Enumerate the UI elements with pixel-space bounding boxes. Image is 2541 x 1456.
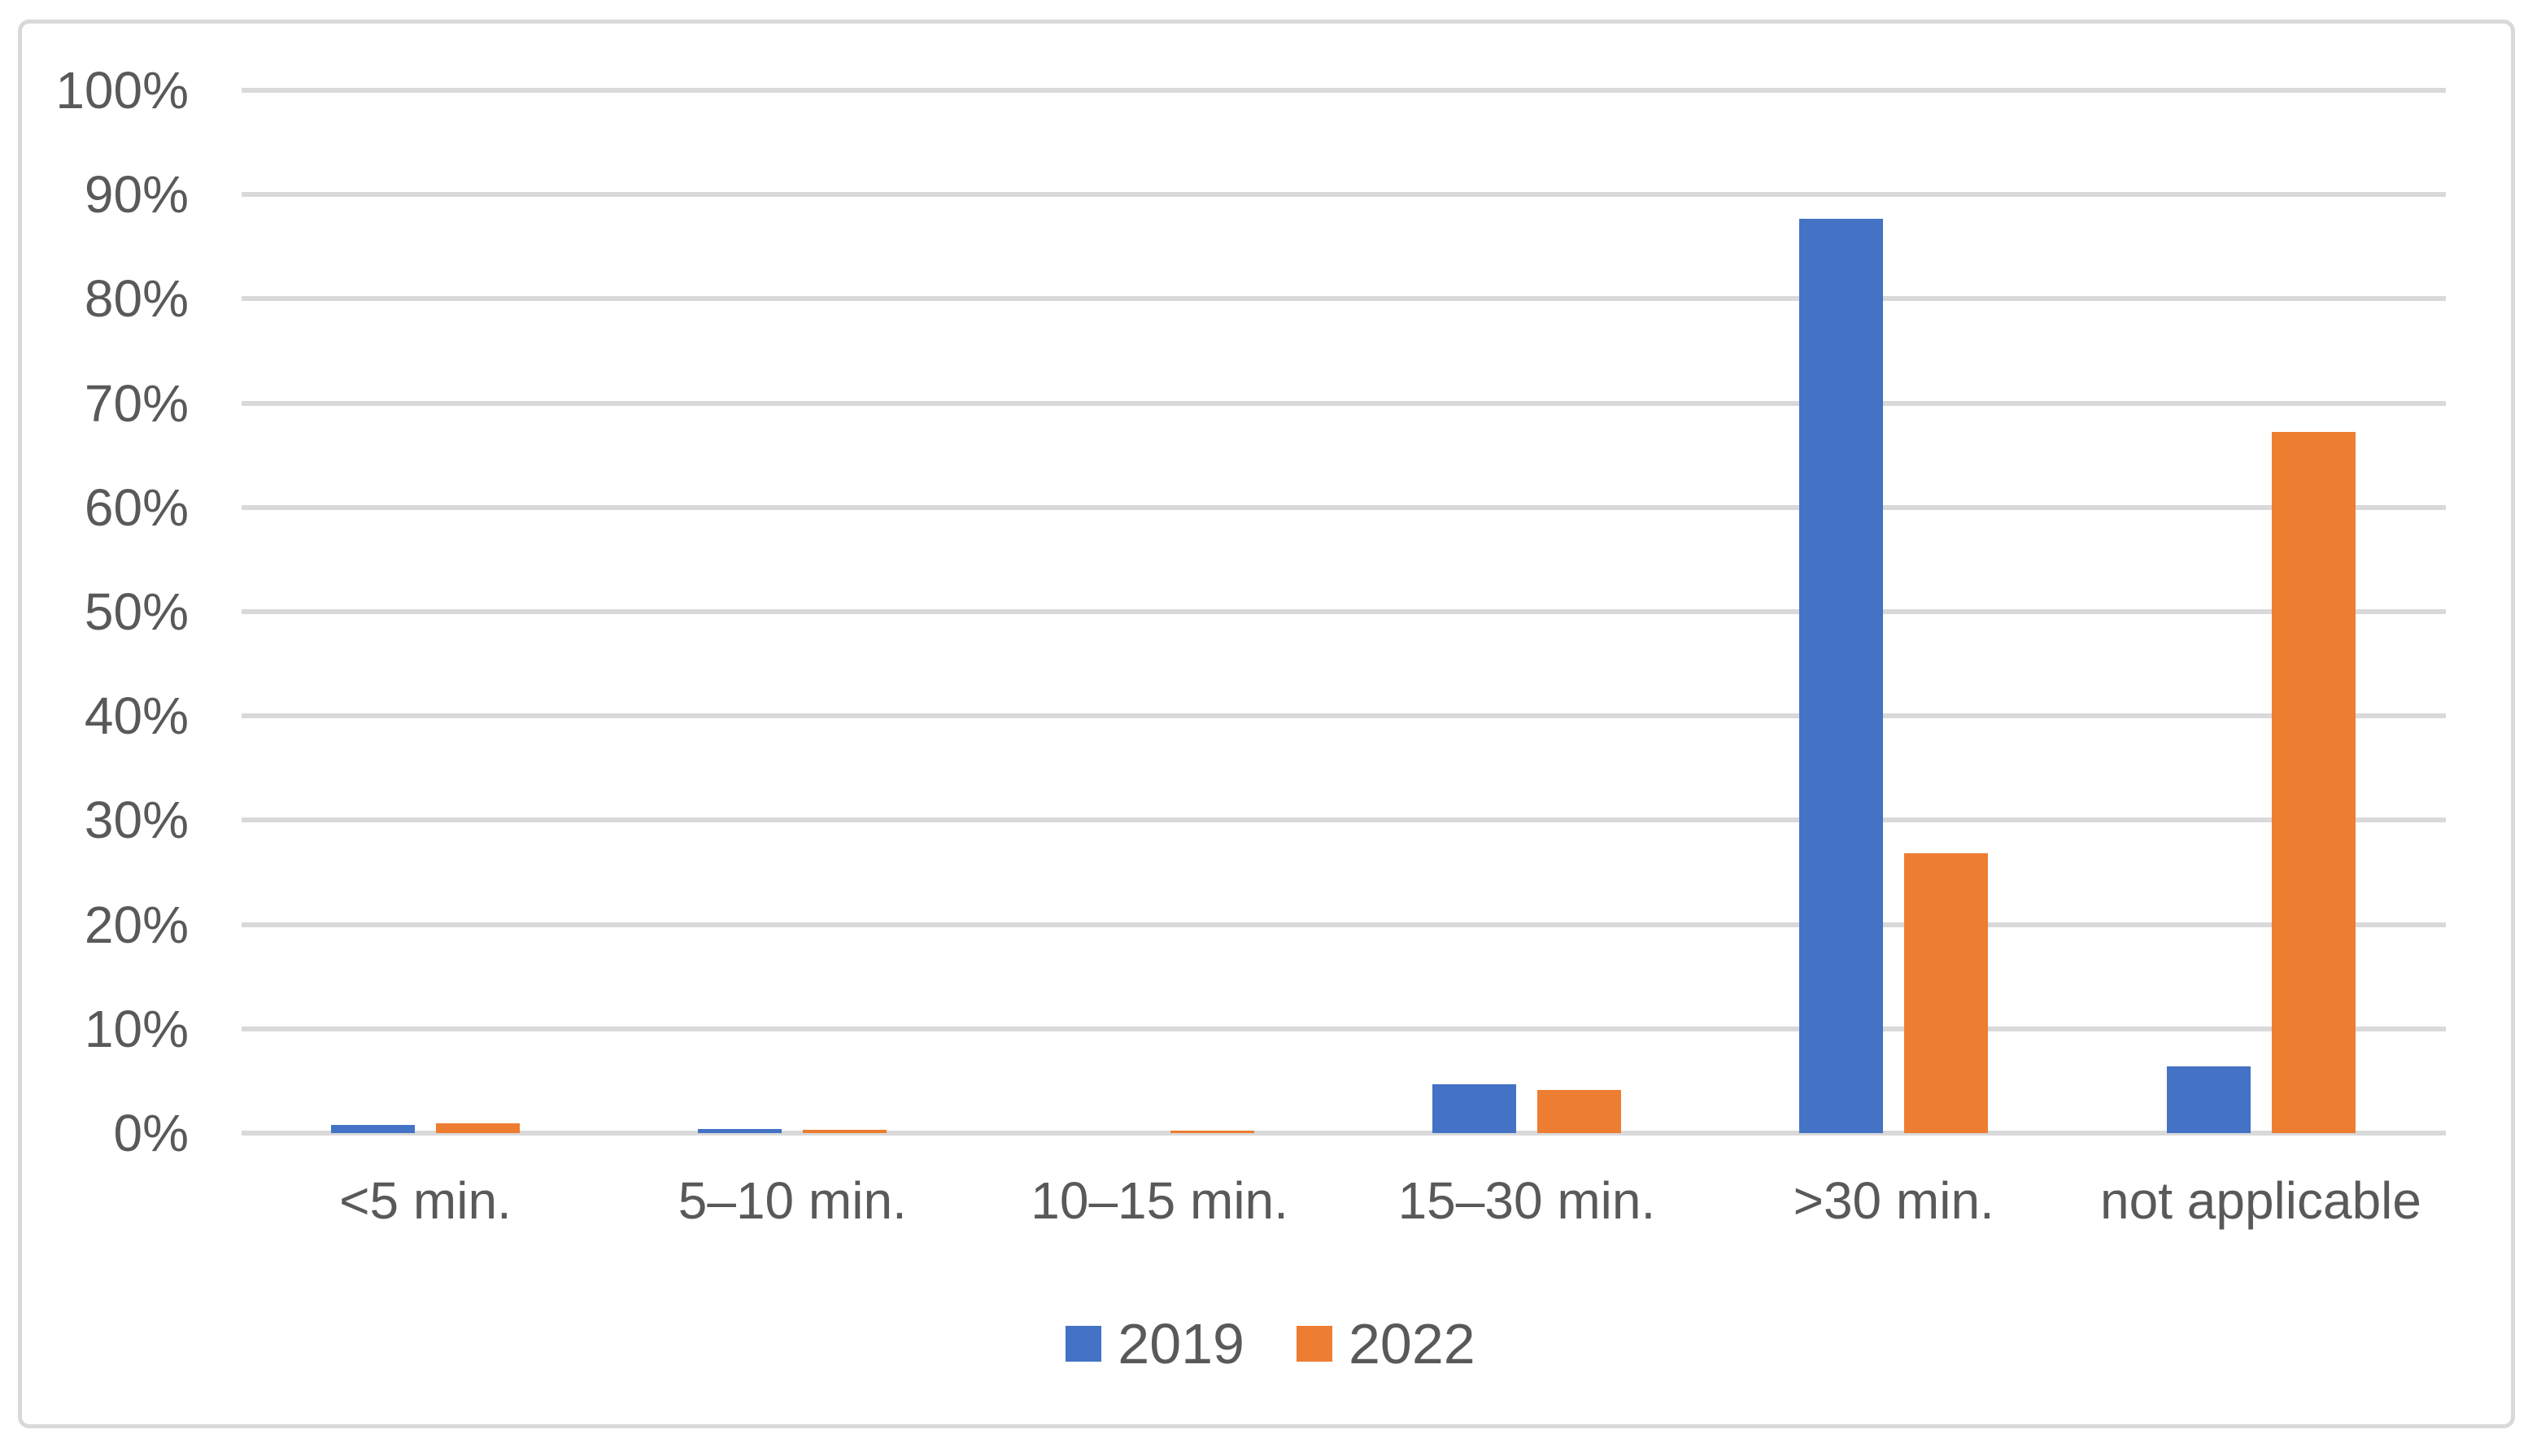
gridline-70 bbox=[242, 400, 2446, 406]
gridline-60 bbox=[242, 504, 2446, 510]
bar-2019-5-min bbox=[331, 1124, 415, 1133]
category-label-30-min: >30 min. bbox=[1793, 1171, 1994, 1230]
category-label-not-applicable: not applicable bbox=[2100, 1171, 2421, 1230]
gridline-50 bbox=[242, 609, 2446, 614]
x-axis-line bbox=[242, 1131, 2446, 1136]
gridline-40 bbox=[242, 713, 2446, 719]
bar-2019-not-applicable bbox=[2166, 1066, 2251, 1133]
legend-item-2022: 2022 bbox=[1297, 1315, 1475, 1372]
y-tick-label-70: 70% bbox=[84, 373, 189, 433]
bar-2022-5-10-min bbox=[803, 1129, 887, 1133]
legend-label-2019: 2019 bbox=[1118, 1312, 1244, 1375]
bar-2019-5-10-min bbox=[698, 1128, 782, 1133]
bar-2022-not-applicable bbox=[2271, 432, 2356, 1133]
bar-2022-10-15-min bbox=[1170, 1130, 1254, 1133]
bar-2019-30-min bbox=[1799, 218, 1884, 1133]
y-tick-label-50: 50% bbox=[84, 582, 189, 641]
gridline-30 bbox=[242, 817, 2446, 823]
bar-2019-15-30-min bbox=[1432, 1083, 1516, 1133]
gridline-10 bbox=[242, 1026, 2446, 1031]
y-tick-label-80: 80% bbox=[84, 269, 189, 329]
y-tick-label-20: 20% bbox=[84, 895, 189, 954]
category-label-10-15-min: 10–15 min. bbox=[1031, 1171, 1288, 1230]
bar-2022-5-min bbox=[436, 1123, 520, 1133]
bar-2022-15-30-min bbox=[1536, 1090, 1621, 1133]
y-tick-label-40: 40% bbox=[84, 687, 189, 746]
gridline-100 bbox=[242, 88, 2446, 93]
legend-label-2022: 2022 bbox=[1349, 1312, 1475, 1375]
category-label-15-30-min: 15–30 min. bbox=[1397, 1171, 1656, 1230]
y-tick-label-10: 10% bbox=[84, 999, 189, 1058]
category-label-5-min: <5 min. bbox=[339, 1171, 512, 1230]
gridline-90 bbox=[242, 192, 2446, 198]
y-tick-label-0: 0% bbox=[113, 1104, 190, 1162]
y-tick-label-100: 100% bbox=[55, 61, 189, 120]
bar-2022-30-min bbox=[1904, 853, 1989, 1133]
chart-frame bbox=[18, 20, 2515, 1428]
category-label-5-10-min: 5–10 min. bbox=[678, 1171, 907, 1230]
legend: 2019 2022 bbox=[0, 1311, 2541, 1376]
gridline-20 bbox=[242, 922, 2446, 927]
legend-swatch-2022 bbox=[1297, 1326, 1332, 1362]
y-tick-label-90: 90% bbox=[84, 165, 189, 225]
y-tick-label-60: 60% bbox=[84, 477, 189, 537]
legend-item-2019: 2019 bbox=[1066, 1315, 1244, 1372]
gridline-80 bbox=[242, 296, 2446, 302]
y-tick-label-30: 30% bbox=[84, 791, 189, 850]
legend-swatch-2019 bbox=[1066, 1326, 1102, 1362]
